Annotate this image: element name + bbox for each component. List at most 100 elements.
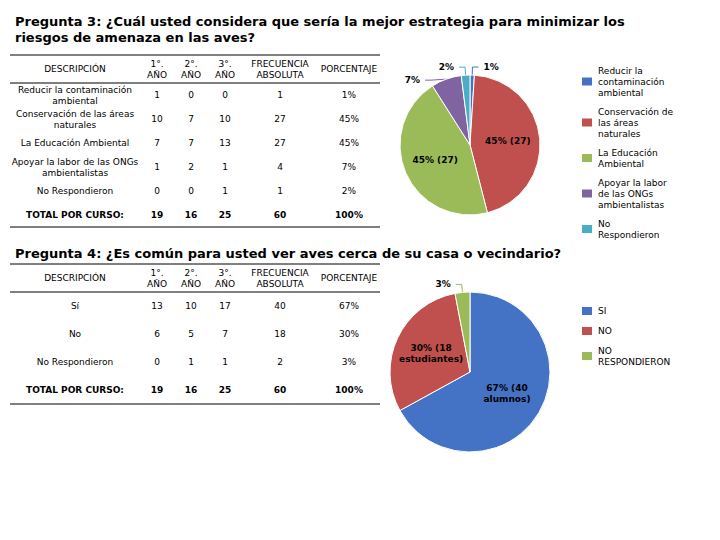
svg-text:AÑO: AÑO xyxy=(147,70,167,80)
svg-text:PORCENTAJE: PORCENTAJE xyxy=(321,64,378,74)
svg-text:1%: 1% xyxy=(483,62,498,72)
svg-text:1: 1 xyxy=(277,186,283,196)
svg-text:AÑO: AÑO xyxy=(215,70,235,80)
svg-text:No Respondieron: No Respondieron xyxy=(37,357,114,367)
svg-text:ABSOLUTA: ABSOLUTA xyxy=(256,279,304,289)
svg-text:TOTAL POR CURSO:: TOTAL POR CURSO: xyxy=(26,385,124,395)
svg-text:Sí: Sí xyxy=(71,301,80,311)
svg-text:Conservación de: Conservación de xyxy=(598,107,673,117)
svg-text:AÑO: AÑO xyxy=(181,279,201,289)
svg-text:3%: 3% xyxy=(342,357,357,367)
svg-text:19: 19 xyxy=(151,210,164,220)
svg-text:naturales: naturales xyxy=(598,129,641,139)
svg-text:16: 16 xyxy=(185,210,198,220)
svg-text:AÑO: AÑO xyxy=(181,70,201,80)
svg-text:ambientalistas: ambientalistas xyxy=(598,200,665,210)
svg-text:3°.: 3°. xyxy=(218,268,231,278)
svg-text:30%: 30% xyxy=(339,329,359,339)
svg-text:Reducir la contaminación: Reducir la contaminación xyxy=(18,85,132,95)
svg-text:3°.: 3°. xyxy=(218,59,231,69)
svg-text:Ambiental: Ambiental xyxy=(598,159,644,169)
svg-text:67% (40: 67% (40 xyxy=(486,383,527,393)
svg-text:4: 4 xyxy=(277,162,283,172)
svg-text:7%: 7% xyxy=(342,162,357,172)
svg-text:No: No xyxy=(69,329,82,339)
svg-text:1: 1 xyxy=(154,162,160,172)
svg-text:FRECUENCIA: FRECUENCIA xyxy=(251,268,309,278)
svg-text:30% (18: 30% (18 xyxy=(410,343,451,353)
svg-text:2: 2 xyxy=(277,357,283,367)
svg-text:2: 2 xyxy=(188,162,194,172)
svg-text:las áreas: las áreas xyxy=(598,118,639,128)
svg-text:riesgos de amenaza en las aves: riesgos de amenaza en las aves? xyxy=(15,30,255,45)
svg-text:10: 10 xyxy=(151,114,163,124)
svg-text:0: 0 xyxy=(188,90,194,100)
svg-text:45% (27): 45% (27) xyxy=(412,155,457,165)
svg-text:DESCRIPCIÓN: DESCRIPCIÓN xyxy=(44,63,106,74)
svg-text:10: 10 xyxy=(185,301,197,311)
svg-text:1: 1 xyxy=(277,90,283,100)
svg-text:1°.: 1°. xyxy=(150,59,163,69)
svg-text:1: 1 xyxy=(222,162,228,172)
svg-text:7: 7 xyxy=(188,114,194,124)
svg-text:Apoyar la labor: Apoyar la labor xyxy=(598,178,667,188)
svg-text:estudiantes): estudiantes) xyxy=(399,354,463,364)
svg-text:19: 19 xyxy=(151,385,164,395)
svg-text:25: 25 xyxy=(219,210,232,220)
svg-text:1°.: 1°. xyxy=(150,268,163,278)
svg-text:0: 0 xyxy=(222,90,228,100)
svg-text:No: No xyxy=(598,219,611,229)
svg-text:1: 1 xyxy=(188,357,194,367)
svg-text:45%: 45% xyxy=(339,114,359,124)
svg-text:0: 0 xyxy=(188,186,194,196)
svg-text:1: 1 xyxy=(222,186,228,196)
svg-text:Conservación de las áreas: Conservación de las áreas xyxy=(16,109,135,119)
svg-text:1: 1 xyxy=(222,357,228,367)
svg-text:2%: 2% xyxy=(342,186,357,196)
svg-text:contaminación: contaminación xyxy=(598,77,664,87)
svg-text:de las ONGs: de las ONGs xyxy=(598,189,653,199)
svg-text:Pregunta 4: ¿Es común para ust: Pregunta 4: ¿Es común para usted ver ave… xyxy=(15,246,561,261)
svg-text:SI: SI xyxy=(598,306,606,316)
svg-text:27: 27 xyxy=(274,138,285,148)
svg-text:17: 17 xyxy=(219,301,230,311)
svg-text:45% (27): 45% (27) xyxy=(485,136,530,146)
svg-text:25: 25 xyxy=(219,385,232,395)
svg-text:Respondieron: Respondieron xyxy=(598,230,659,240)
svg-text:18: 18 xyxy=(274,329,286,339)
svg-text:alumnos): alumnos) xyxy=(484,394,531,404)
svg-text:RESPONDIERON: RESPONDIERON xyxy=(598,357,670,367)
svg-text:60: 60 xyxy=(274,385,287,395)
svg-text:5: 5 xyxy=(188,329,194,339)
svg-text:No Respondieron: No Respondieron xyxy=(37,186,114,196)
svg-text:7%: 7% xyxy=(405,75,420,85)
svg-text:0: 0 xyxy=(154,357,160,367)
svg-text:NO: NO xyxy=(598,346,612,356)
svg-text:Reducir la: Reducir la xyxy=(598,66,643,76)
svg-text:TOTAL POR CURSO:: TOTAL POR CURSO: xyxy=(26,210,124,220)
svg-text:7: 7 xyxy=(154,138,160,148)
svg-text:1: 1 xyxy=(154,90,160,100)
svg-text:10: 10 xyxy=(219,114,231,124)
svg-text:13: 13 xyxy=(219,138,230,148)
svg-text:2°.: 2°. xyxy=(184,59,197,69)
svg-text:3%: 3% xyxy=(435,279,450,289)
svg-text:40: 40 xyxy=(274,301,286,311)
svg-text:FRECUENCIA: FRECUENCIA xyxy=(251,59,309,69)
svg-text:ambiental: ambiental xyxy=(52,96,97,106)
svg-text:100%: 100% xyxy=(335,210,363,220)
svg-text:PORCENTAJE: PORCENTAJE xyxy=(321,273,378,283)
svg-text:67%: 67% xyxy=(339,301,359,311)
svg-text:naturales: naturales xyxy=(54,120,97,130)
svg-text:100%: 100% xyxy=(335,385,363,395)
svg-text:AÑO: AÑO xyxy=(147,279,167,289)
svg-text:2°.: 2°. xyxy=(184,268,197,278)
svg-text:1%: 1% xyxy=(342,90,357,100)
svg-text:7: 7 xyxy=(188,138,194,148)
svg-text:60: 60 xyxy=(274,210,287,220)
svg-text:Pregunta 3: ¿Cuál usted consid: Pregunta 3: ¿Cuál usted considera que se… xyxy=(15,14,625,29)
svg-text:La Educación Ambiental: La Educación Ambiental xyxy=(21,138,129,148)
svg-text:13: 13 xyxy=(151,301,162,311)
svg-text:ambientalistas: ambientalistas xyxy=(42,168,109,178)
svg-text:La Educación: La Educación xyxy=(598,148,658,158)
